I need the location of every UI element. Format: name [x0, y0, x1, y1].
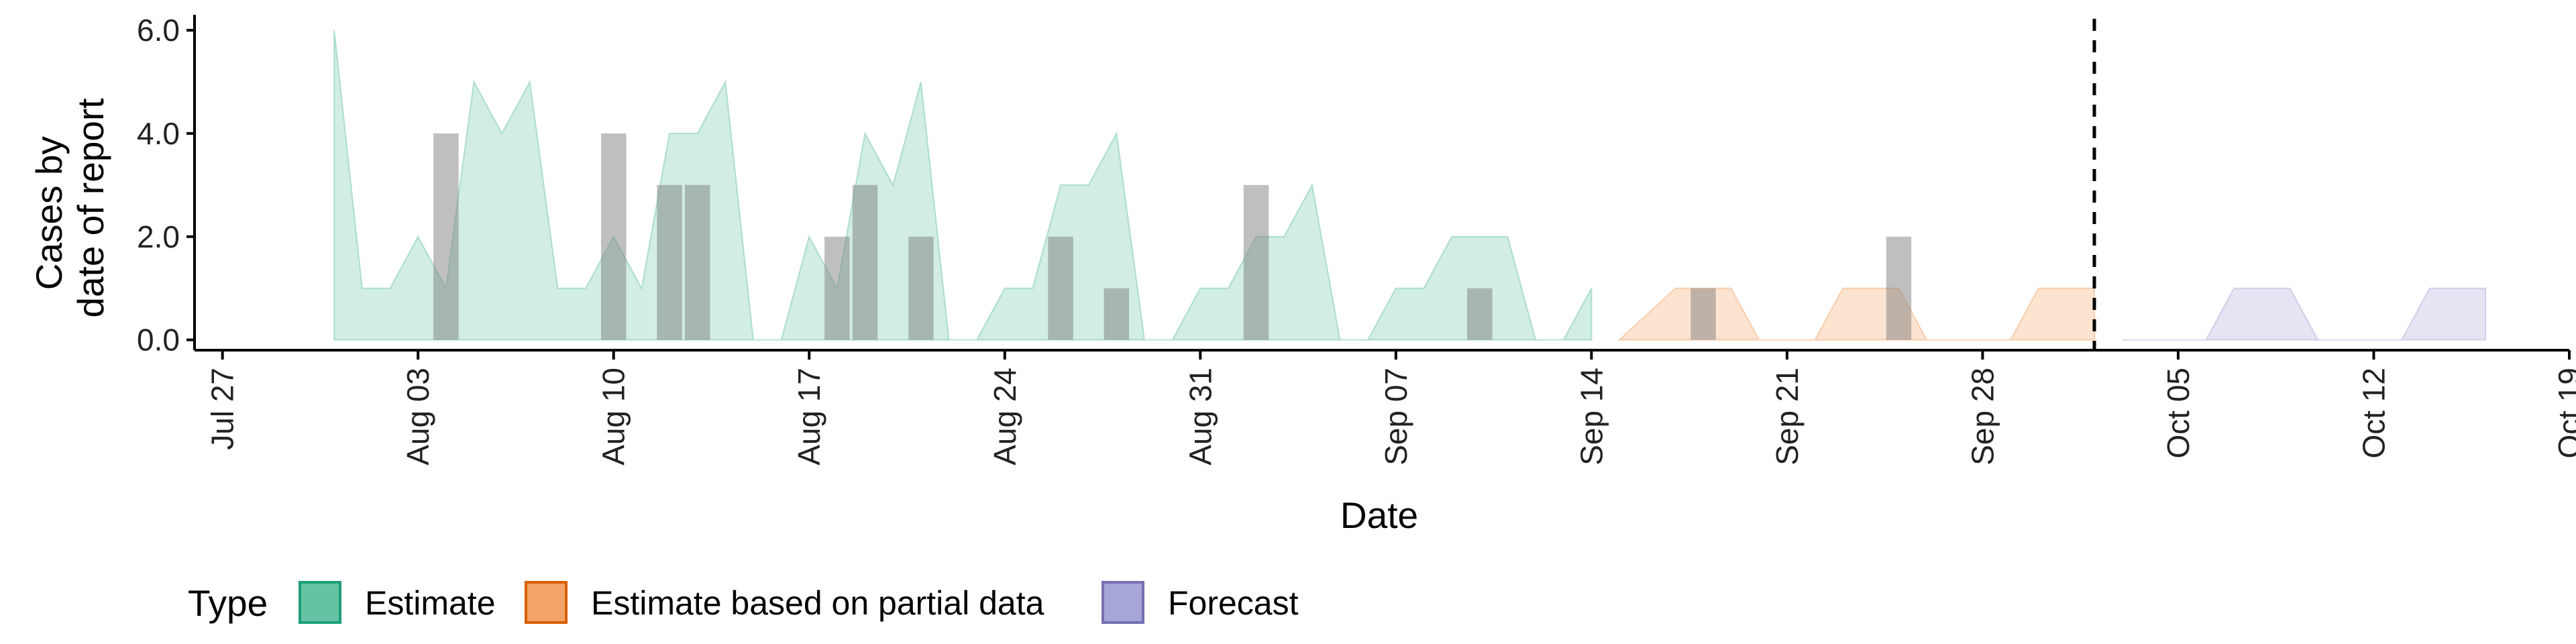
reported-bar: [684, 184, 710, 340]
x-tick-label: Aug 24: [987, 368, 1022, 466]
reported-bar: [1048, 236, 1073, 340]
reported-bar: [1690, 288, 1716, 340]
x-tick-label: Jul 27: [205, 368, 240, 450]
legend-title: Type: [188, 582, 268, 624]
x-tick-label: Aug 10: [596, 368, 631, 466]
reported-bar: [433, 133, 459, 340]
reported-bar: [824, 236, 850, 340]
legend-label-forecast: Forecast: [1168, 584, 1299, 622]
reported-bars-group: [433, 133, 1912, 340]
x-tick-label: Oct 19: [2552, 368, 2576, 459]
reported-bar: [1886, 236, 1912, 340]
reported-bar: [1104, 288, 1130, 340]
legend-swatch-forecast: [1102, 581, 1144, 624]
x-tick-label: Sep 28: [1965, 368, 2000, 466]
y-tick-label: 0.0: [137, 323, 180, 358]
y-axis-title-line-2: date of report: [70, 98, 111, 317]
reported-bar: [1243, 184, 1269, 340]
x-tick-label: Sep 07: [1379, 368, 1413, 466]
reported-bar: [908, 236, 934, 340]
y-tick-label: 2.0: [137, 219, 180, 254]
legend-label-estimate: Estimate: [365, 584, 496, 622]
x-tick-label: Sep 14: [1574, 368, 1609, 466]
x-tick-label: Aug 17: [792, 368, 826, 466]
x-tick-label: Oct 12: [2357, 368, 2392, 459]
x-tick-label: Oct 05: [2161, 368, 2196, 459]
y-axis-ticks: 0.0 2.0 4.0 6.0: [137, 13, 195, 358]
legend-label-partial: Estimate based on partial data: [591, 584, 1044, 622]
reported-bar: [601, 133, 627, 340]
x-axis-title: Date: [1340, 494, 1418, 536]
y-axis-title: Cases by date of report: [28, 98, 111, 317]
x-tick-label: Aug 31: [1183, 368, 1218, 466]
legend-swatch-partial: [525, 581, 568, 624]
area-forecast: [2122, 287, 2487, 341]
reported-bar: [657, 184, 682, 340]
legend-swatch-estimate: [299, 581, 341, 624]
y-tick-label: 6.0: [137, 13, 180, 48]
y-tick-label: 4.0: [137, 116, 180, 151]
area-series-group: [333, 30, 2487, 341]
x-axis-ticks: Jul 27 Aug 03 Aug 10 Aug 17 Aug 24 Aug 31 Sep …: [205, 350, 2576, 466]
x-tick-label: Sep 21: [1770, 368, 1805, 466]
x-tick-label: Aug 03: [400, 368, 435, 466]
reported-bar: [1467, 288, 1493, 340]
legend: Type Estimate Estimate based on partial …: [188, 581, 1299, 624]
y-axis-title-line-1: Cases by: [28, 136, 70, 290]
area-estimate: [333, 30, 1593, 341]
reported-bar: [852, 184, 878, 340]
